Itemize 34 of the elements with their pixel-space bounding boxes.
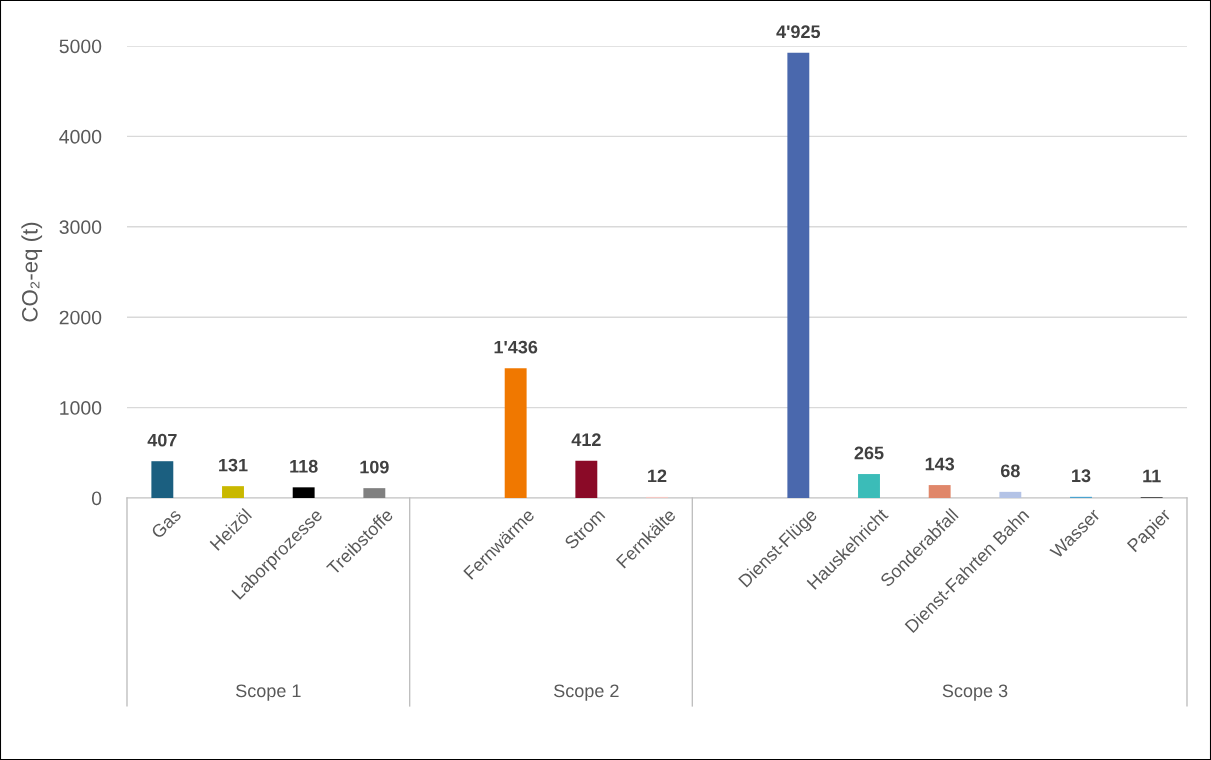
y-tick-label: 0 bbox=[91, 491, 102, 506]
bar bbox=[858, 474, 880, 498]
data-label: 13 bbox=[1072, 469, 1091, 483]
data-label: 12 bbox=[648, 469, 667, 483]
x-tick-label: Gas bbox=[150, 507, 182, 540]
y-tick-label: 4000 bbox=[59, 129, 102, 144]
text: Scope 1 bbox=[236, 684, 301, 701]
data-label: 11 bbox=[1143, 469, 1161, 483]
bar bbox=[504, 368, 527, 498]
text: Scope 2 bbox=[554, 684, 619, 701]
data-label: 412 bbox=[571, 433, 601, 446]
y-axis-title: CO₂-eq (t) bbox=[21, 222, 43, 322]
data-label: 407 bbox=[147, 433, 177, 447]
data-label: 68 bbox=[1000, 464, 1020, 478]
data-label: 265 bbox=[854, 446, 884, 460]
y-tick-label: 3000 bbox=[59, 220, 102, 235]
data-label: 4'925 bbox=[776, 25, 821, 39]
data-label: 118 bbox=[290, 459, 318, 473]
bar bbox=[363, 488, 386, 498]
data-label: 143 bbox=[925, 457, 955, 471]
bar bbox=[292, 487, 315, 498]
bar bbox=[999, 491, 1022, 498]
bar bbox=[151, 461, 174, 498]
bar bbox=[222, 486, 244, 498]
data-label: 1'436 bbox=[494, 340, 538, 354]
bar bbox=[787, 52, 810, 498]
data-label: 109 bbox=[360, 460, 389, 474]
bar bbox=[928, 485, 951, 498]
text: Scope 3 bbox=[942, 684, 1008, 701]
y-tick-label: 2000 bbox=[59, 310, 102, 325]
data-label: 131 bbox=[219, 458, 248, 472]
y-tick-label: 5000 bbox=[59, 39, 102, 54]
y-tick-label: 1000 bbox=[60, 401, 102, 415]
bar bbox=[575, 460, 598, 498]
